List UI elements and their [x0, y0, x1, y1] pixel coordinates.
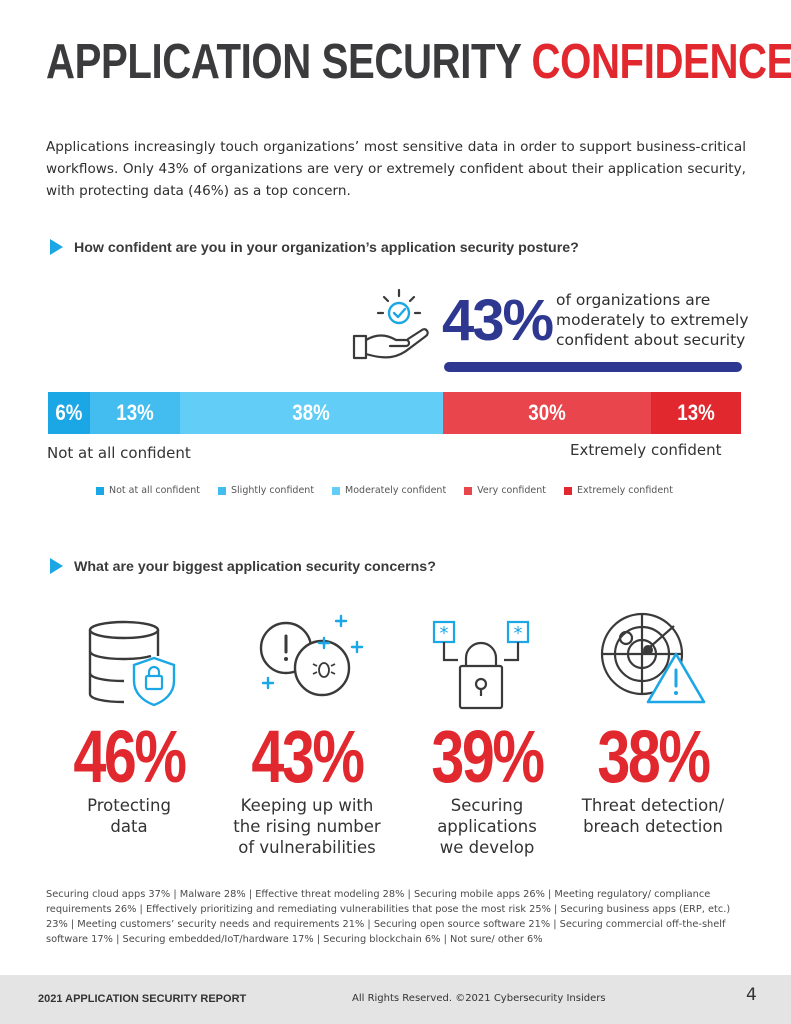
legend-label: Moderately confident [345, 485, 447, 496]
database-shield-icon [88, 620, 176, 707]
vulnerability-bug-icon [259, 614, 364, 697]
concern-item: 46% Protecting data [44, 720, 214, 836]
concern-item: 38% Threat detection/ breach detection [568, 720, 738, 836]
hand-check-icon [352, 288, 429, 360]
stat-line-1: of organizations are [556, 291, 711, 309]
page-number: 4 [746, 985, 757, 1005]
concern-label-line: applications [437, 817, 537, 836]
legend-item: Extremely confident [564, 485, 673, 496]
concern-pct: 39% [431, 715, 545, 798]
concern-item: 39% Securing applications we develop [402, 720, 572, 857]
legend-item: Not at all confident [96, 485, 200, 496]
bar-segment: 13% [89, 392, 180, 434]
radar-warning-icon [600, 612, 706, 704]
page-title: APPLICATION SECURITY CONFIDENCE [46, 38, 791, 87]
svg-text:*: * [440, 623, 449, 644]
concern-label-line: we develop [439, 838, 535, 857]
bar-segment-label: 13% [677, 400, 715, 425]
bar-segment: 38% [179, 392, 443, 434]
concern-pct: 38% [597, 715, 711, 798]
bar-segment: 13% [650, 392, 741, 434]
stat-underline [444, 362, 742, 372]
legend-label: Not at all confident [109, 485, 201, 496]
legend-swatch [218, 486, 227, 495]
concern-pct: 46% [73, 715, 187, 798]
confidence-stacked-bar: 6% 13% 38% 30% 13% [48, 392, 741, 434]
concern-label-line: Keeping up with [240, 796, 374, 815]
bar-segment-label: 13% [115, 400, 154, 425]
legend-swatch [564, 486, 572, 495]
bar-right-label: Extremely confident [570, 441, 722, 459]
bar-segment: 30% [442, 392, 651, 434]
bar-segment-label: 6% [55, 400, 83, 425]
concern-label-line: breach detection [583, 817, 723, 836]
legend-swatch [332, 486, 341, 495]
play-triangle-icon [50, 558, 63, 574]
legend-item: Moderately confident [332, 485, 446, 496]
concern-item: 43% Keeping up with the rising number of… [222, 720, 392, 857]
question-1: How confident are you in your organizati… [74, 240, 579, 256]
play-triangle-icon [50, 239, 63, 255]
concern-label-line: of vulnerabilities [238, 838, 376, 857]
legend-label: Slightly confident [231, 485, 315, 496]
legend-label: Extremely confident [577, 485, 673, 496]
title-part-1: APPLICATION SECURITY [46, 35, 532, 89]
padlock-asterisk-icon: * * [432, 620, 530, 710]
bar-left-label: Not at all confident [47, 444, 191, 462]
legend-item: Very confident [464, 485, 546, 496]
concern-label-line: Securing [450, 796, 524, 815]
question-2: What are your biggest application securi… [74, 559, 436, 575]
svg-text:*: * [514, 623, 523, 644]
legend-label: Very confident [477, 485, 546, 496]
stat-line-3: confident about security [556, 331, 746, 349]
bar-segment: 6% [48, 392, 90, 434]
chart-legend: Not at all confident Slightly confident … [96, 485, 673, 496]
legend-item: Slightly confident [218, 485, 314, 496]
concern-label-line: the rising number [233, 817, 381, 836]
title-part-2: CONFIDENCE [531, 35, 791, 89]
bar-segment-label: 38% [292, 400, 331, 425]
concern-label-line: data [110, 817, 148, 836]
stat-line-2: moderately to extremely [556, 311, 749, 329]
stat-value: 43% [442, 288, 554, 353]
concern-pct: 43% [251, 715, 365, 798]
bar-segment-label: 30% [528, 400, 566, 425]
intro-paragraph: Applications increasingly touch organiza… [46, 139, 746, 199]
legend-swatch [96, 486, 104, 495]
legend-swatch [464, 486, 473, 495]
concern-label-line: Protecting [87, 796, 171, 815]
footer-rights: All Rights Reserved. ©2021 Cybersecurity… [352, 993, 606, 1004]
other-concerns-list: Securing cloud apps 37% | Malware 28% | … [46, 889, 731, 945]
concern-label-line: Threat detection/ [581, 796, 725, 815]
footer-report-title: 2021 APPLICATION SECURITY REPORT [38, 993, 247, 1005]
footer-bar [0, 975, 791, 1024]
